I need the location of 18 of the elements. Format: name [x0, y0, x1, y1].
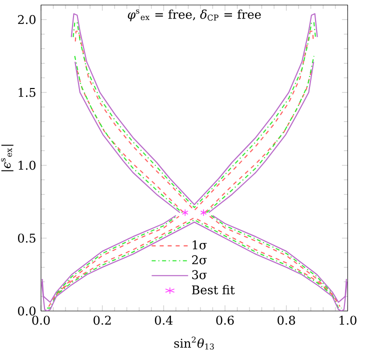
- legend-label: 2σ: [192, 255, 207, 264]
- y-tick-label: 2.0: [18, 15, 36, 24]
- x-tick-label: 0.2: [94, 316, 111, 325]
- x-tick-label: 0.6: [216, 316, 234, 325]
- x-axis-title: sin$^{2}$θ$_{13}$: [174, 336, 214, 350]
- legend-label: 3σ: [192, 270, 207, 280]
- y-axis-title: |ϵ$^{s}$$_{ex}$|: [1, 144, 14, 172]
- chart-title: φ$^{s}$$_{ex}$ = free, δ$_{CP}$ = free: [128, 9, 261, 22]
- legend-label: 1σ: [192, 240, 207, 250]
- y-tick-label: 1.5: [18, 88, 36, 97]
- x-tick-label: 1.0: [340, 316, 356, 325]
- y-tick-label: 1.0: [18, 160, 36, 170]
- legend-label: Best fit: [192, 285, 235, 294]
- y-tick-label: 0.0: [18, 306, 36, 316]
- y-tick-label: 0.5: [18, 234, 36, 243]
- x-tick-label: 0.4: [154, 316, 173, 325]
- x-tick-label: 0.0: [32, 316, 50, 325]
- x-tick-label: 0.8: [278, 316, 296, 325]
